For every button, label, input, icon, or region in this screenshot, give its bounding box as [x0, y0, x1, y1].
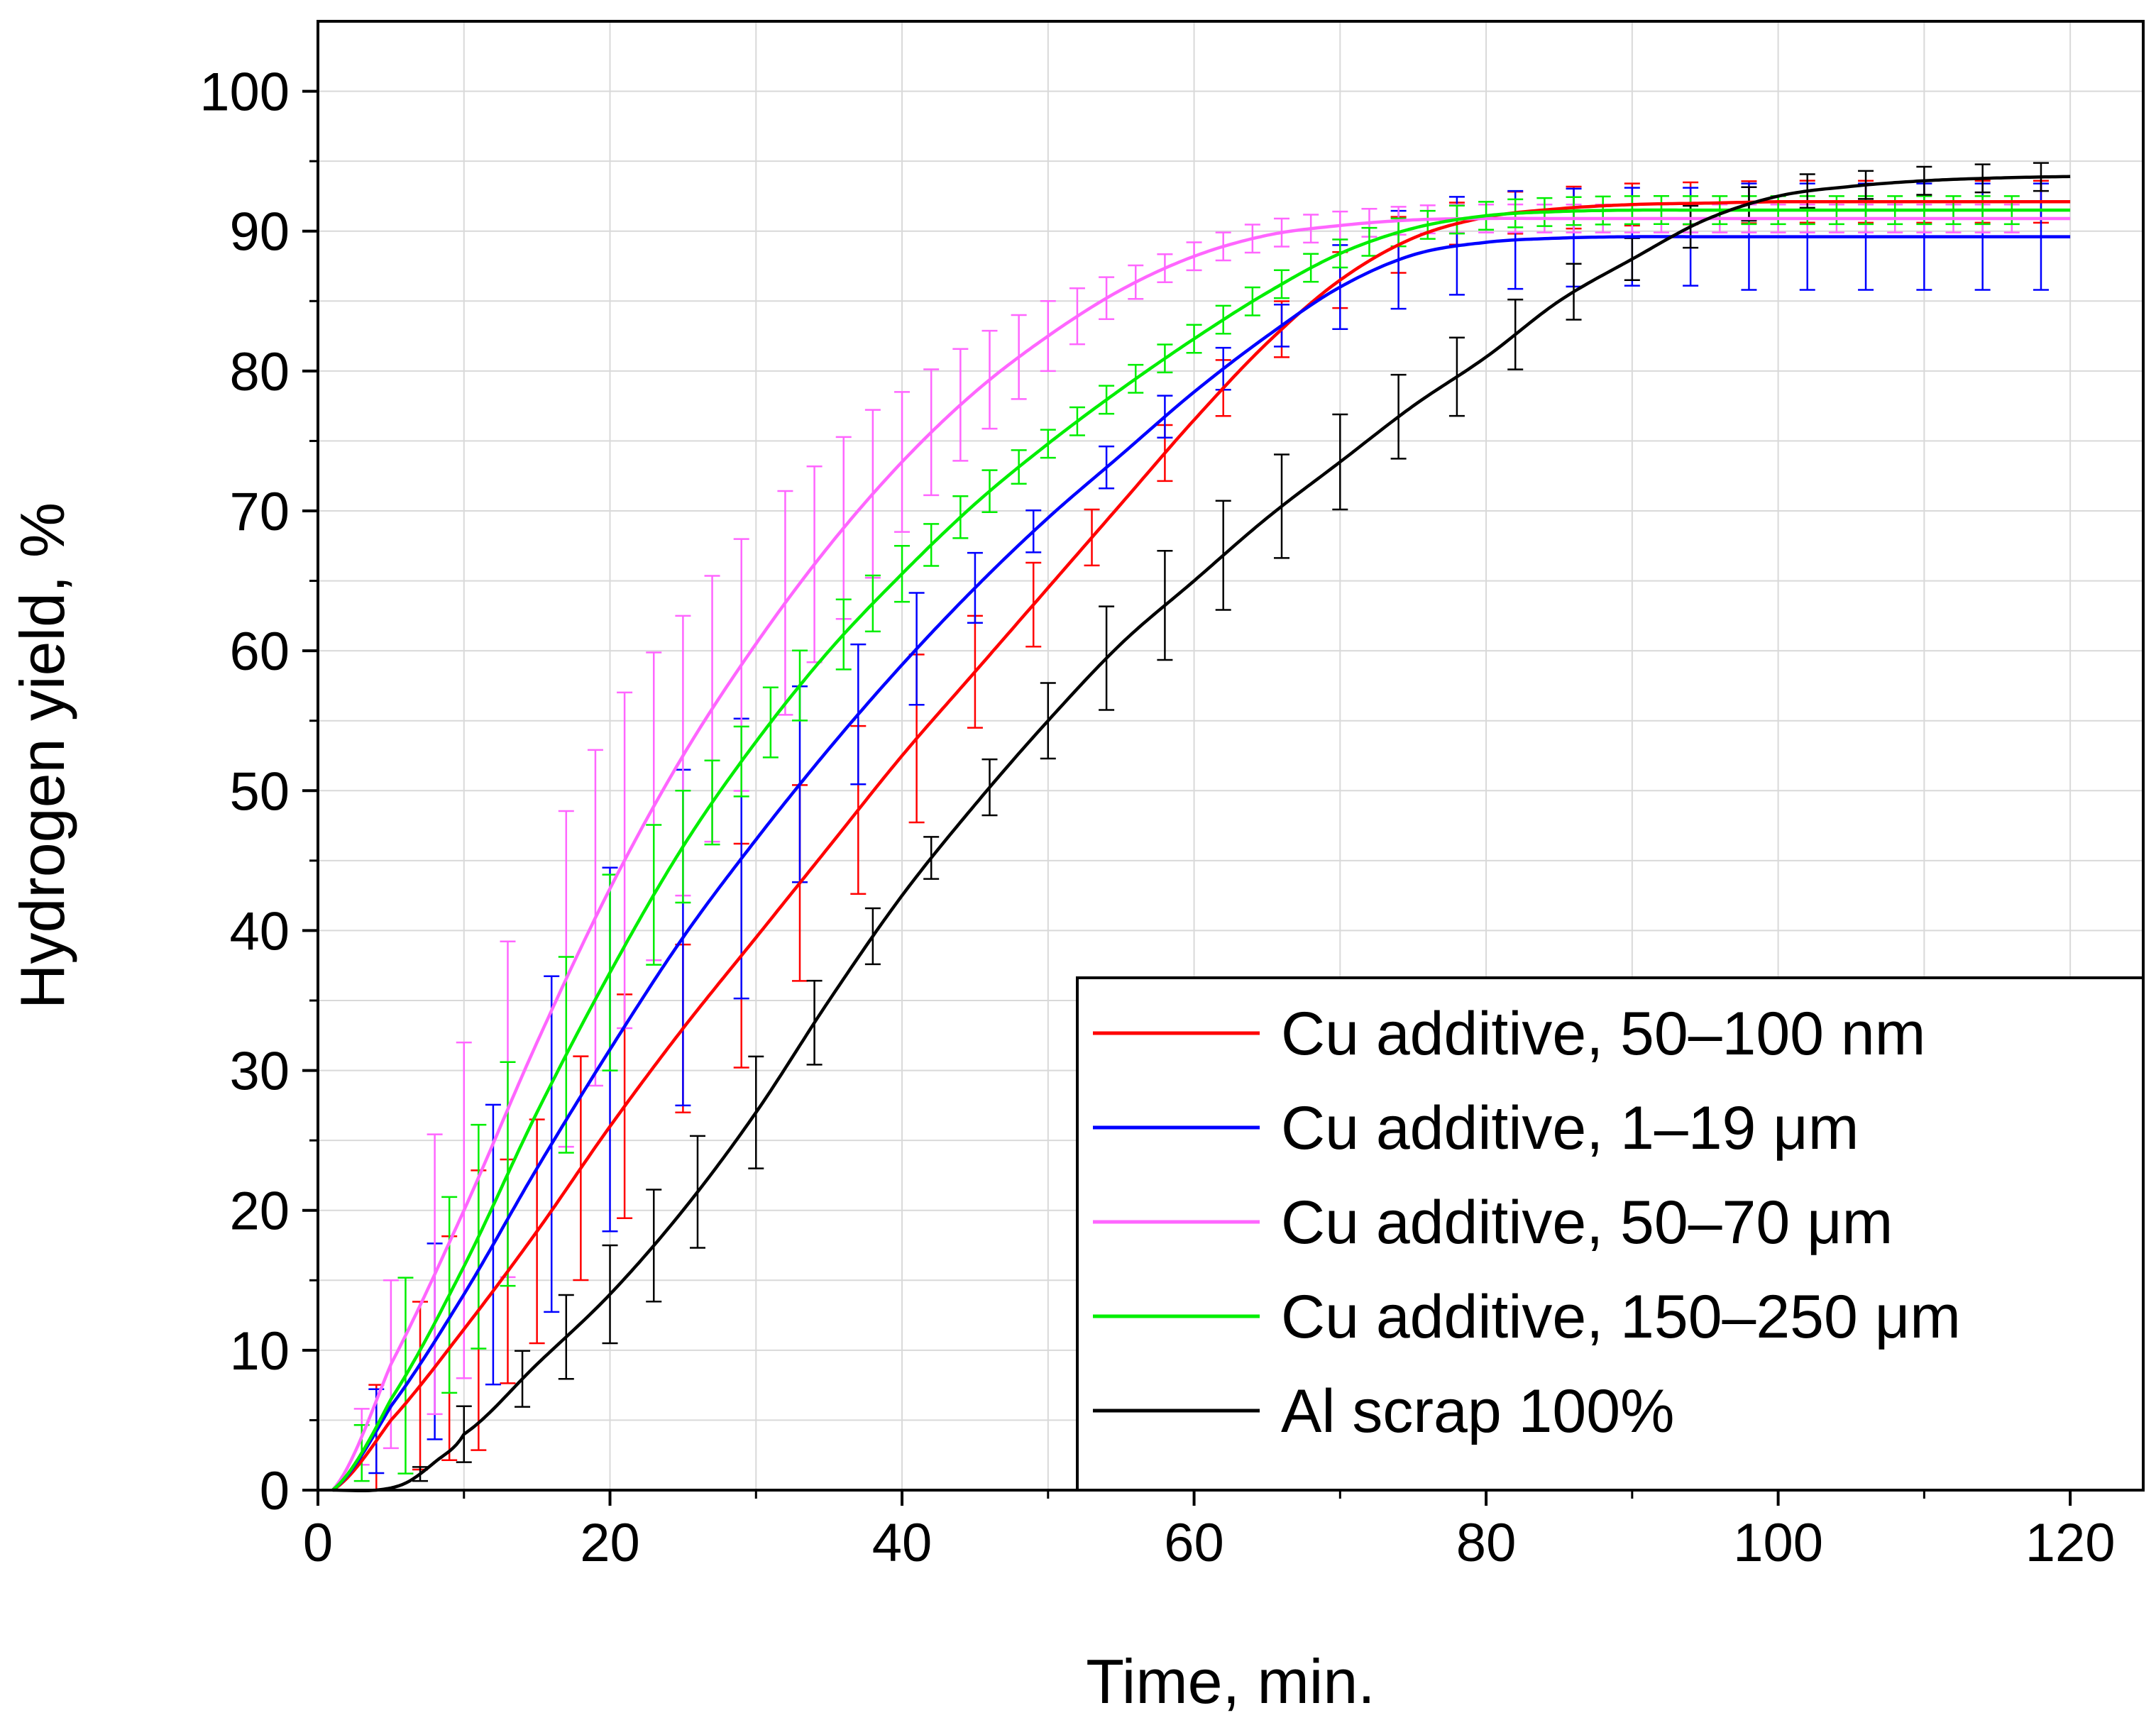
legend-item-al-scrap-100: Al scrap 100% [1093, 1377, 1675, 1445]
legend-label: Cu additive, 50–70 μm [1281, 1189, 1893, 1257]
y-tick-label: 10 [229, 1321, 290, 1382]
y-tick-label: 90 [229, 202, 290, 263]
series-line-al-scrap-100 [332, 175, 2071, 1492]
legend: Cu additive, 50–100 nm Cu additive, 1–19 … [1076, 976, 2145, 1492]
legend-label: Cu additive, 1–19 μm [1281, 1094, 1859, 1162]
y-tick-label: 50 [229, 761, 290, 822]
x-tick-label: 0 [303, 1513, 333, 1573]
y-tick-label: 100 [199, 62, 290, 123]
series-line-cu-additive-50-100-nm [331, 199, 2071, 1492]
x-tick-label: 40 [872, 1513, 933, 1573]
y-tick-label: 30 [229, 1042, 290, 1102]
x-axis-ticks: 0 20 40 60 80 100 120 [303, 1490, 2116, 1573]
series-line-cu-additive-1-19-m [331, 235, 2071, 1492]
y-axis-title: Hydrogen yield, % [7, 502, 77, 1009]
series-line-cu-additive-150-250-m [331, 208, 2071, 1492]
legend-label: Al scrap 100% [1281, 1377, 1675, 1445]
y-tick-label: 60 [229, 622, 290, 682]
x-tick-label: 20 [580, 1513, 640, 1573]
legend-label: Cu additive, 50–100 nm [1281, 1000, 1925, 1068]
series-line-cu-additive-50-70-m [331, 216, 2071, 1492]
x-tick-label: 120 [2025, 1513, 2116, 1573]
legend-item-cu-additive-150-250-m: Cu additive, 150–250 μm [1093, 1283, 1961, 1351]
y-tick-label: 80 [229, 342, 290, 402]
x-axis-title: Time, min. [1086, 1646, 1375, 1716]
legend-box [1076, 976, 2145, 1492]
x-tick-label: 100 [1733, 1513, 1823, 1573]
legend-label: Cu additive, 150–250 μm [1281, 1283, 1961, 1351]
series-lines [331, 175, 2071, 1492]
x-tick-label: 60 [1164, 1513, 1224, 1573]
y-tick-label: 20 [229, 1181, 290, 1242]
legend-item-cu-additive-1-19-m: Cu additive, 1–19 μm [1093, 1094, 1859, 1162]
y-tick-label: 40 [229, 901, 290, 961]
legend-item-cu-additive-50-70-m: Cu additive, 50–70 μm [1093, 1189, 1893, 1257]
x-tick-label: 80 [1456, 1513, 1517, 1573]
y-tick-label: 0 [260, 1461, 290, 1521]
legend-item-cu-additive-50-100-nm: Cu additive, 50–100 nm [1093, 1000, 1925, 1068]
y-tick-label: 70 [229, 482, 290, 542]
error-bars [353, 162, 2049, 1492]
y-axis-ticks: 0 10 20 30 40 50 60 70 80 90 100 [199, 62, 318, 1521]
